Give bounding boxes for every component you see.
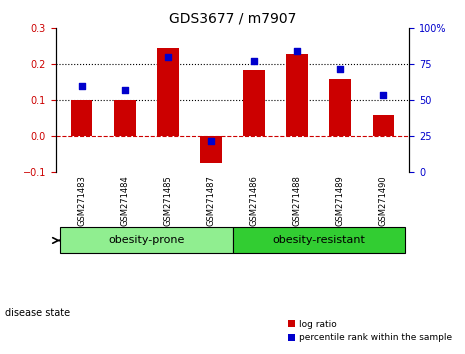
- Point: [250, 59, 258, 64]
- Text: GSM271483: GSM271483: [77, 175, 86, 226]
- Bar: [200, 136, 222, 164]
- Text: GSM271488: GSM271488: [292, 175, 302, 226]
- Point: [121, 87, 128, 93]
- Bar: [286, 53, 308, 136]
- Text: obesity-resistant: obesity-resistant: [272, 235, 365, 245]
- Text: GSM271487: GSM271487: [206, 175, 215, 226]
- Bar: [372, 115, 394, 136]
- Bar: [330, 79, 351, 136]
- Text: GSM271490: GSM271490: [379, 175, 388, 226]
- Legend: log ratio, percentile rank within the sample: log ratio, percentile rank within the sa…: [285, 316, 456, 346]
- Bar: [114, 101, 135, 136]
- Text: GSM271489: GSM271489: [336, 175, 345, 226]
- Bar: [243, 70, 265, 136]
- Text: disease state: disease state: [5, 308, 70, 318]
- Bar: [71, 101, 93, 136]
- Text: GSM271484: GSM271484: [120, 175, 129, 226]
- Text: GSM271486: GSM271486: [250, 175, 259, 226]
- Title: GDS3677 / m7907: GDS3677 / m7907: [169, 12, 296, 26]
- Bar: [232, 228, 405, 253]
- Point: [164, 54, 172, 60]
- Point: [337, 66, 344, 72]
- Point: [293, 48, 301, 54]
- Bar: [157, 48, 179, 136]
- Point: [78, 83, 86, 89]
- Bar: [60, 228, 232, 253]
- Text: GSM271485: GSM271485: [163, 175, 173, 226]
- Point: [207, 138, 215, 144]
- Point: [379, 92, 387, 97]
- Text: obesity-prone: obesity-prone: [108, 235, 185, 245]
